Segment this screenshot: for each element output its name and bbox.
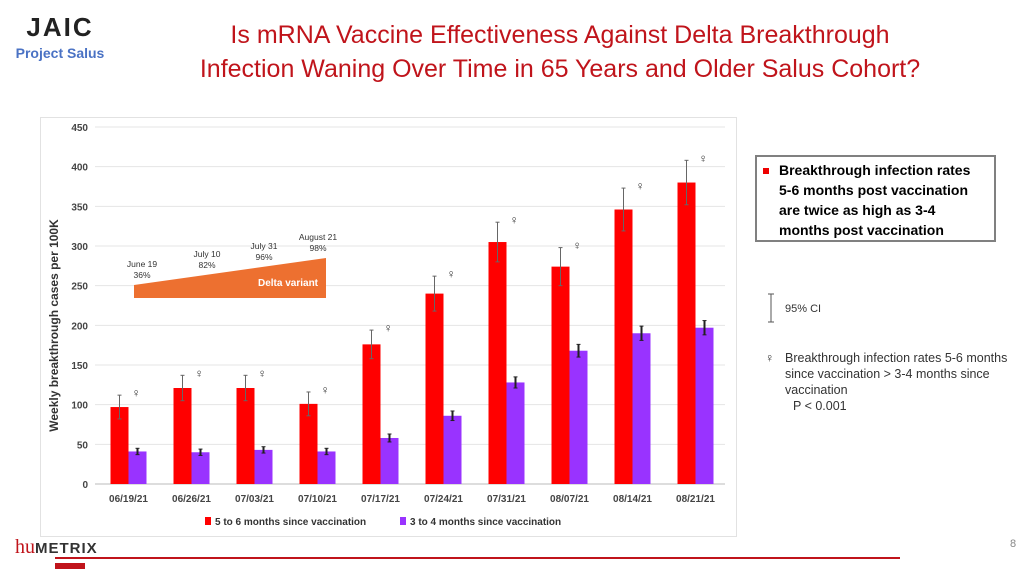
y-tick-label: 450 <box>71 123 88 134</box>
delta-variant-shape <box>134 258 326 298</box>
significance-icon: ♀ <box>384 321 393 335</box>
significance-icon: ♀ <box>195 366 204 380</box>
bar <box>551 266 570 484</box>
significance-icon: ♀ <box>699 151 708 165</box>
humetrix-logo: huMETRIX <box>15 536 98 558</box>
bar <box>614 209 633 485</box>
bar <box>362 344 381 484</box>
significance-icon: ♀ <box>636 179 645 193</box>
bar <box>677 182 696 485</box>
y-tick-label: 200 <box>71 321 88 332</box>
y-tick-label: 250 <box>71 282 88 293</box>
bar <box>254 449 273 484</box>
callout-text: Breakthrough infection rates 5-6 months … <box>779 162 971 238</box>
bar <box>443 415 462 484</box>
legend-label: 5 to 6 months since vaccination <box>215 517 366 528</box>
x-tick-label: 07/17/21 <box>361 494 400 505</box>
legend-swatch <box>400 517 406 525</box>
bar <box>695 327 714 484</box>
x-tick-label: 07/31/21 <box>487 494 526 505</box>
logo-brand: JAIC <box>26 12 94 42</box>
y-tick-label: 100 <box>71 401 88 412</box>
x-tick-label: 07/24/21 <box>424 494 463 505</box>
ci-label: 95% CI <box>785 303 822 315</box>
y-tick-label: 400 <box>71 163 88 174</box>
x-tick-label: 06/19/21 <box>109 494 148 505</box>
y-tick-label: 50 <box>77 440 89 451</box>
bar <box>299 403 318 484</box>
bar <box>236 388 255 484</box>
callout-box: Breakthrough infection rates 5-6 months … <box>755 155 996 242</box>
legend-label: 3 to 4 months since vaccination <box>410 517 561 528</box>
delta-pct: 98% <box>309 243 326 253</box>
x-tick-label: 06/26/21 <box>172 494 211 505</box>
significance-icon: ♀ <box>510 213 519 227</box>
delta-date: July 31 <box>251 241 278 251</box>
sig-p: P < 0.001 <box>793 399 847 413</box>
footer-block <box>55 563 85 569</box>
x-tick-label: 08/14/21 <box>613 494 652 505</box>
project-name: Project Salus <box>15 45 105 61</box>
bar <box>488 242 507 484</box>
delta-pct: 82% <box>198 260 215 270</box>
delta-pct: 36% <box>133 270 150 280</box>
significance-icon: ♀ <box>573 239 582 253</box>
page-number: 8 <box>1010 538 1017 550</box>
bar <box>317 451 336 484</box>
y-tick-label: 350 <box>71 202 88 213</box>
footer-rule <box>55 557 900 559</box>
delta-pct: 96% <box>255 252 272 262</box>
bar <box>632 333 651 484</box>
y-tick-label: 300 <box>71 242 88 253</box>
legend-swatch <box>205 517 211 525</box>
y-tick-label: 150 <box>71 361 88 372</box>
significance-icon: ♀ <box>447 267 456 281</box>
delta-variant-label: Delta variant <box>258 278 319 289</box>
bar <box>506 382 525 484</box>
x-tick-label: 07/10/21 <box>298 494 337 505</box>
x-tick-label: 08/07/21 <box>550 494 589 505</box>
title-line-1: Is mRNA Vaccine Effectiveness Against De… <box>230 21 890 49</box>
chart-frame <box>40 117 737 537</box>
bar <box>110 407 129 484</box>
x-tick-label: 08/21/21 <box>676 494 715 505</box>
significance-icon: ♀ <box>765 351 775 365</box>
significance-icon: ♀ <box>258 366 267 380</box>
bar <box>425 293 444 484</box>
delta-date: July 10 <box>194 249 221 259</box>
jaic-logo: JAIC Project Salus <box>10 12 110 61</box>
x-tick-label: 07/03/21 <box>235 494 274 505</box>
bar <box>380 437 399 484</box>
title-line-2: Infection Waning Over Time in 65 Years a… <box>199 55 921 83</box>
bullet-icon <box>763 168 769 175</box>
slide-title: Is mRNA Vaccine Effectiveness Against De… <box>150 18 970 86</box>
significance-icon: ♀ <box>132 386 141 400</box>
delta-date: August 21 <box>299 232 338 242</box>
significance-icon: ♀ <box>321 383 330 397</box>
bar <box>569 350 588 484</box>
significance-note: ♀ Breakthrough infection rates 5-6 month… <box>765 350 1015 414</box>
y-tick-label: 0 <box>82 480 88 491</box>
bar <box>191 452 210 484</box>
bar <box>128 451 147 484</box>
sig-text: Breakthrough infection rates 5-6 months … <box>785 351 1008 397</box>
y-axis-label: Weekly breakthrough cases per 100K <box>47 219 61 432</box>
delta-date: June 19 <box>127 259 158 269</box>
bar <box>173 388 192 484</box>
error-bar-icon <box>768 293 774 323</box>
